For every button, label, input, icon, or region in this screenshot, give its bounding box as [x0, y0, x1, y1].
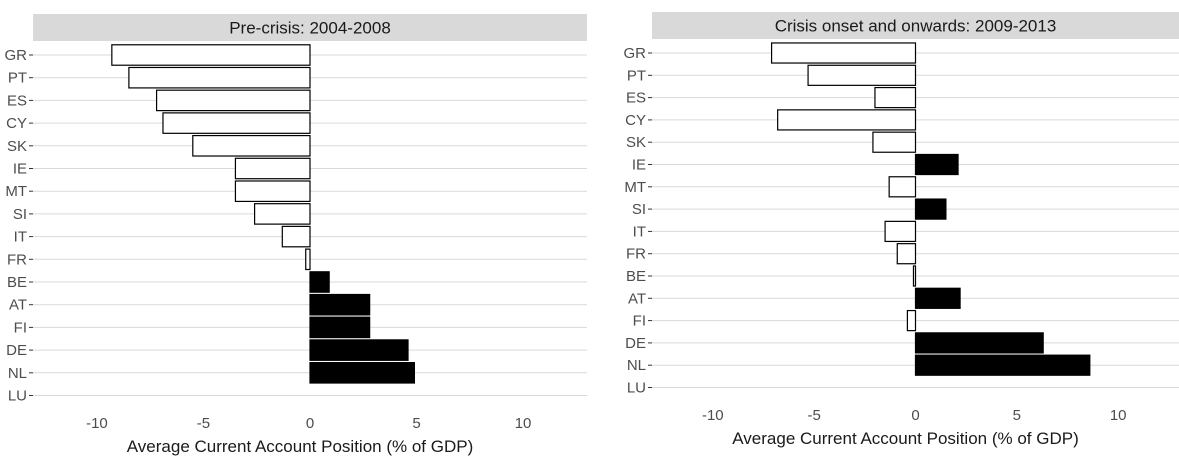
category-label: FR [7, 251, 27, 268]
bar-nl [914, 354, 1091, 376]
category-label: CY [625, 112, 646, 129]
category-label: CY [6, 115, 27, 132]
bar-be [912, 265, 917, 287]
x-tick-label: 0 [911, 407, 919, 424]
category-label: DE [625, 335, 646, 352]
bar-mt [234, 180, 311, 203]
category-label: SK [626, 134, 646, 151]
x-tick-label: 10 [515, 415, 532, 432]
panel-title: Pre-crisis: 2004-2008 [229, 19, 391, 38]
bar-sk [192, 134, 311, 157]
category-label: GR [5, 47, 28, 64]
panel-strip [33, 14, 587, 41]
category-label: BE [7, 274, 27, 291]
bar-at [914, 287, 961, 309]
bar-fi [906, 309, 917, 332]
category-label: MT [624, 179, 646, 196]
bar-cy [777, 109, 917, 131]
panel-title: Crisis onset and onwards: 2009-2013 [775, 17, 1057, 36]
x-tick-label: -10 [86, 415, 108, 432]
category-label: FI [633, 313, 646, 330]
category-label: DE [6, 342, 27, 359]
x-tick-label: 5 [412, 415, 420, 432]
category-label: IE [13, 161, 27, 178]
bar-pt [128, 66, 311, 89]
category-label: MT [5, 183, 27, 200]
x-tick-label: -5 [807, 407, 820, 424]
category-label: ES [7, 92, 27, 109]
bar-nl [309, 361, 416, 384]
bar-mt [888, 176, 917, 198]
category-label: FI [14, 319, 27, 336]
x-tick-label: -10 [702, 407, 724, 424]
bar-cy [162, 112, 311, 134]
category-label: NL [8, 365, 27, 382]
category-label: IT [633, 223, 646, 240]
bar-de [309, 339, 409, 361]
bar-sk [872, 131, 917, 153]
bar-es [874, 86, 917, 109]
bar-fr [305, 248, 311, 271]
category-label: SI [632, 201, 646, 218]
x-tick-label: 5 [1013, 407, 1021, 424]
bar-ie [914, 153, 959, 176]
category-label: IT [14, 229, 27, 246]
category-label: NL [627, 357, 646, 374]
panel-strip [652, 12, 1179, 39]
chart-panel-crisis-onset: Crisis onset and onwards: 2009-2013 GR PT E… [624, 12, 1179, 448]
x-axis-title: Average Current Account Position (% of G… [732, 429, 1078, 448]
bar-es [155, 89, 311, 112]
category-label: AT [9, 297, 27, 314]
x-tick-label: -5 [197, 415, 210, 432]
category-label: FR [626, 246, 646, 263]
x-tick-label: 0 [306, 415, 314, 432]
bar-gr [770, 42, 917, 64]
bar-fr [896, 243, 917, 265]
category-label: PT [8, 70, 27, 87]
chart-panel-pre-crisis: Pre-crisis: 2004-2008 GR PT ES CY SK IE MT SI IT F… [5, 14, 587, 456]
bar-si [254, 203, 311, 225]
x-axis-title: Average Current Account Position (% of G… [127, 437, 473, 456]
bar-ie [234, 157, 311, 180]
category-label: LU [627, 380, 646, 397]
bar-si [914, 198, 947, 220]
bar-de [914, 332, 1044, 354]
bar-gr [111, 44, 311, 66]
category-label: LU [8, 388, 27, 405]
category-label: SI [13, 206, 27, 223]
category-label: ES [626, 90, 646, 107]
bar-it [884, 220, 917, 243]
bar-fi [309, 316, 371, 339]
bar-pt [807, 64, 917, 86]
bar-it [281, 225, 311, 248]
category-label: AT [628, 290, 646, 307]
bar-be [309, 271, 330, 293]
x-tick-label: 10 [1110, 407, 1127, 424]
category-label: SK [7, 138, 27, 155]
category-label: PT [627, 67, 646, 84]
category-label: GR [624, 45, 647, 62]
category-label: IE [632, 157, 646, 174]
bar-at [309, 293, 371, 316]
category-label: BE [626, 268, 646, 285]
